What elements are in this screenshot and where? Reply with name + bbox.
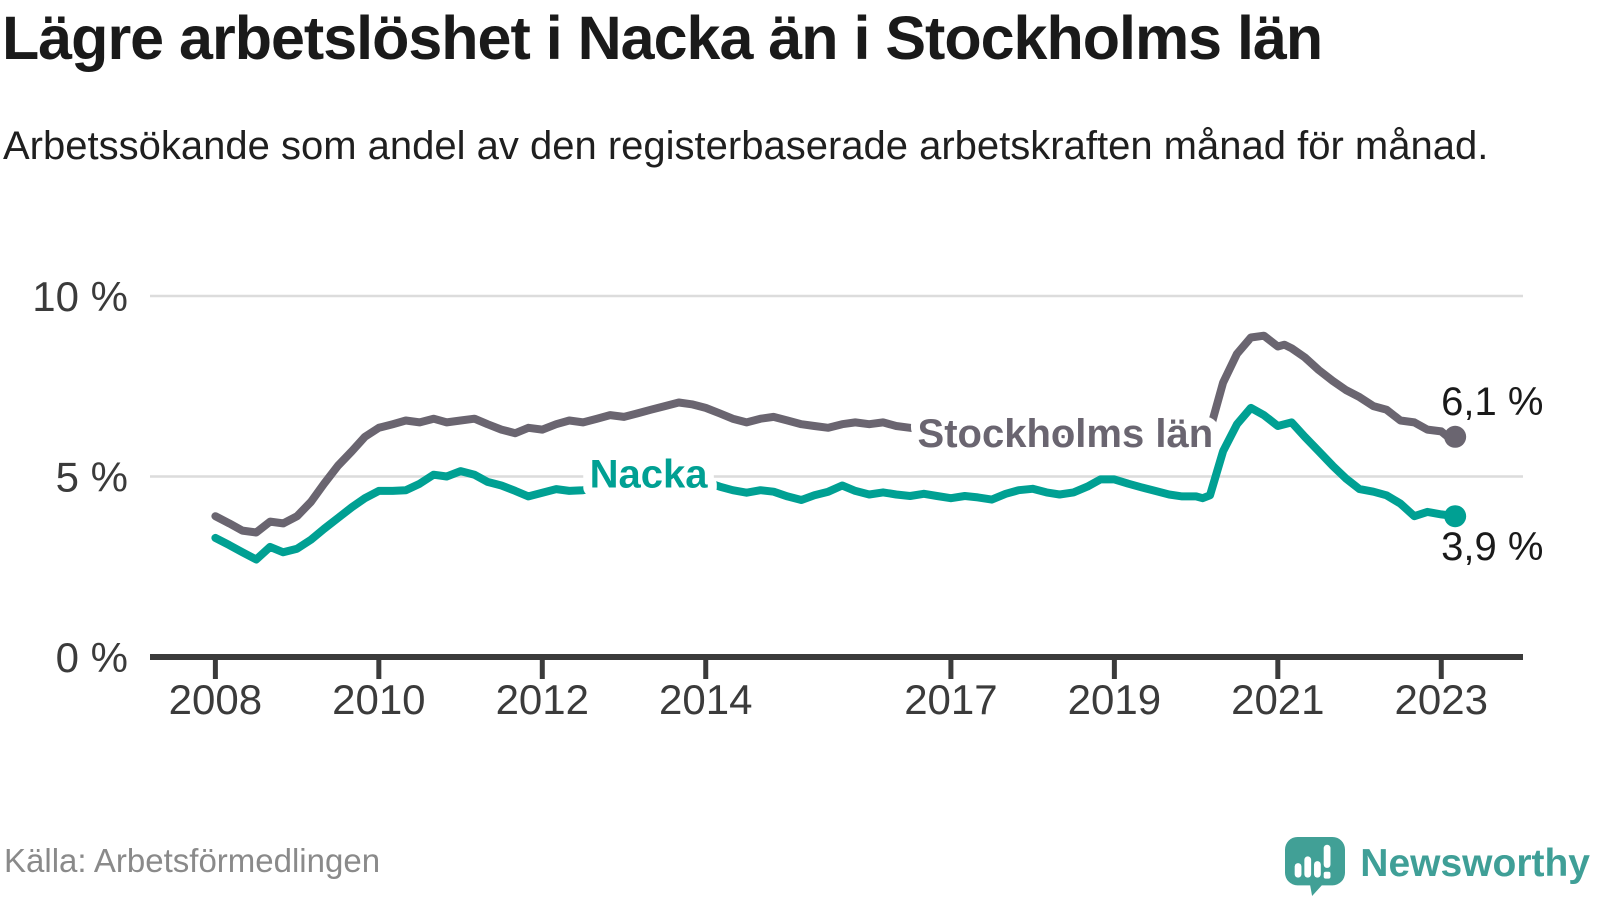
chart-title: Lägre arbetslöshet i Nacka än i Stockhol… — [2, 4, 1323, 72]
newsworthy-wordmark: Newsworthy — [1360, 842, 1590, 885]
x-axis-tick-label: 2019 — [1068, 676, 1161, 723]
series-end-dot — [1444, 425, 1467, 448]
series-inline-label: Stockholms län — [918, 412, 1214, 456]
x-axis-tick-label: 2014 — [659, 676, 752, 723]
series-end-value-label: 3,9 % — [1441, 525, 1543, 569]
x-axis-tick-label: 2017 — [904, 676, 997, 723]
x-axis-tick-label: 2012 — [496, 676, 589, 723]
y-axis-tick-label: 0 % — [56, 634, 128, 681]
series-inline-label: Nacka — [590, 452, 709, 496]
chart-subtitle: Arbetssökande som andel av den registerb… — [3, 124, 1489, 168]
y-axis-tick-label: 5 % — [56, 454, 128, 501]
newsworthy-logo: Newsworthy — [1284, 834, 1590, 898]
series-line-stockholms-län — [211, 331, 1460, 537]
x-axis-tick-label: 2021 — [1231, 676, 1324, 723]
x-axis-tick-label: 2010 — [332, 676, 425, 723]
x-axis-tick-label: 2023 — [1395, 676, 1488, 723]
x-axis-tick-label: 2008 — [169, 676, 262, 723]
series-end-dot — [1444, 505, 1467, 528]
series-line-nacka — [211, 403, 1460, 564]
source-note: Källa: Arbetsförmedlingen — [4, 842, 381, 879]
series-end-value-label: 6,1 % — [1441, 380, 1543, 424]
bar-chart-speech-bubble-icon — [1285, 836, 1346, 896]
y-axis-tick-label: 10 % — [32, 273, 128, 320]
